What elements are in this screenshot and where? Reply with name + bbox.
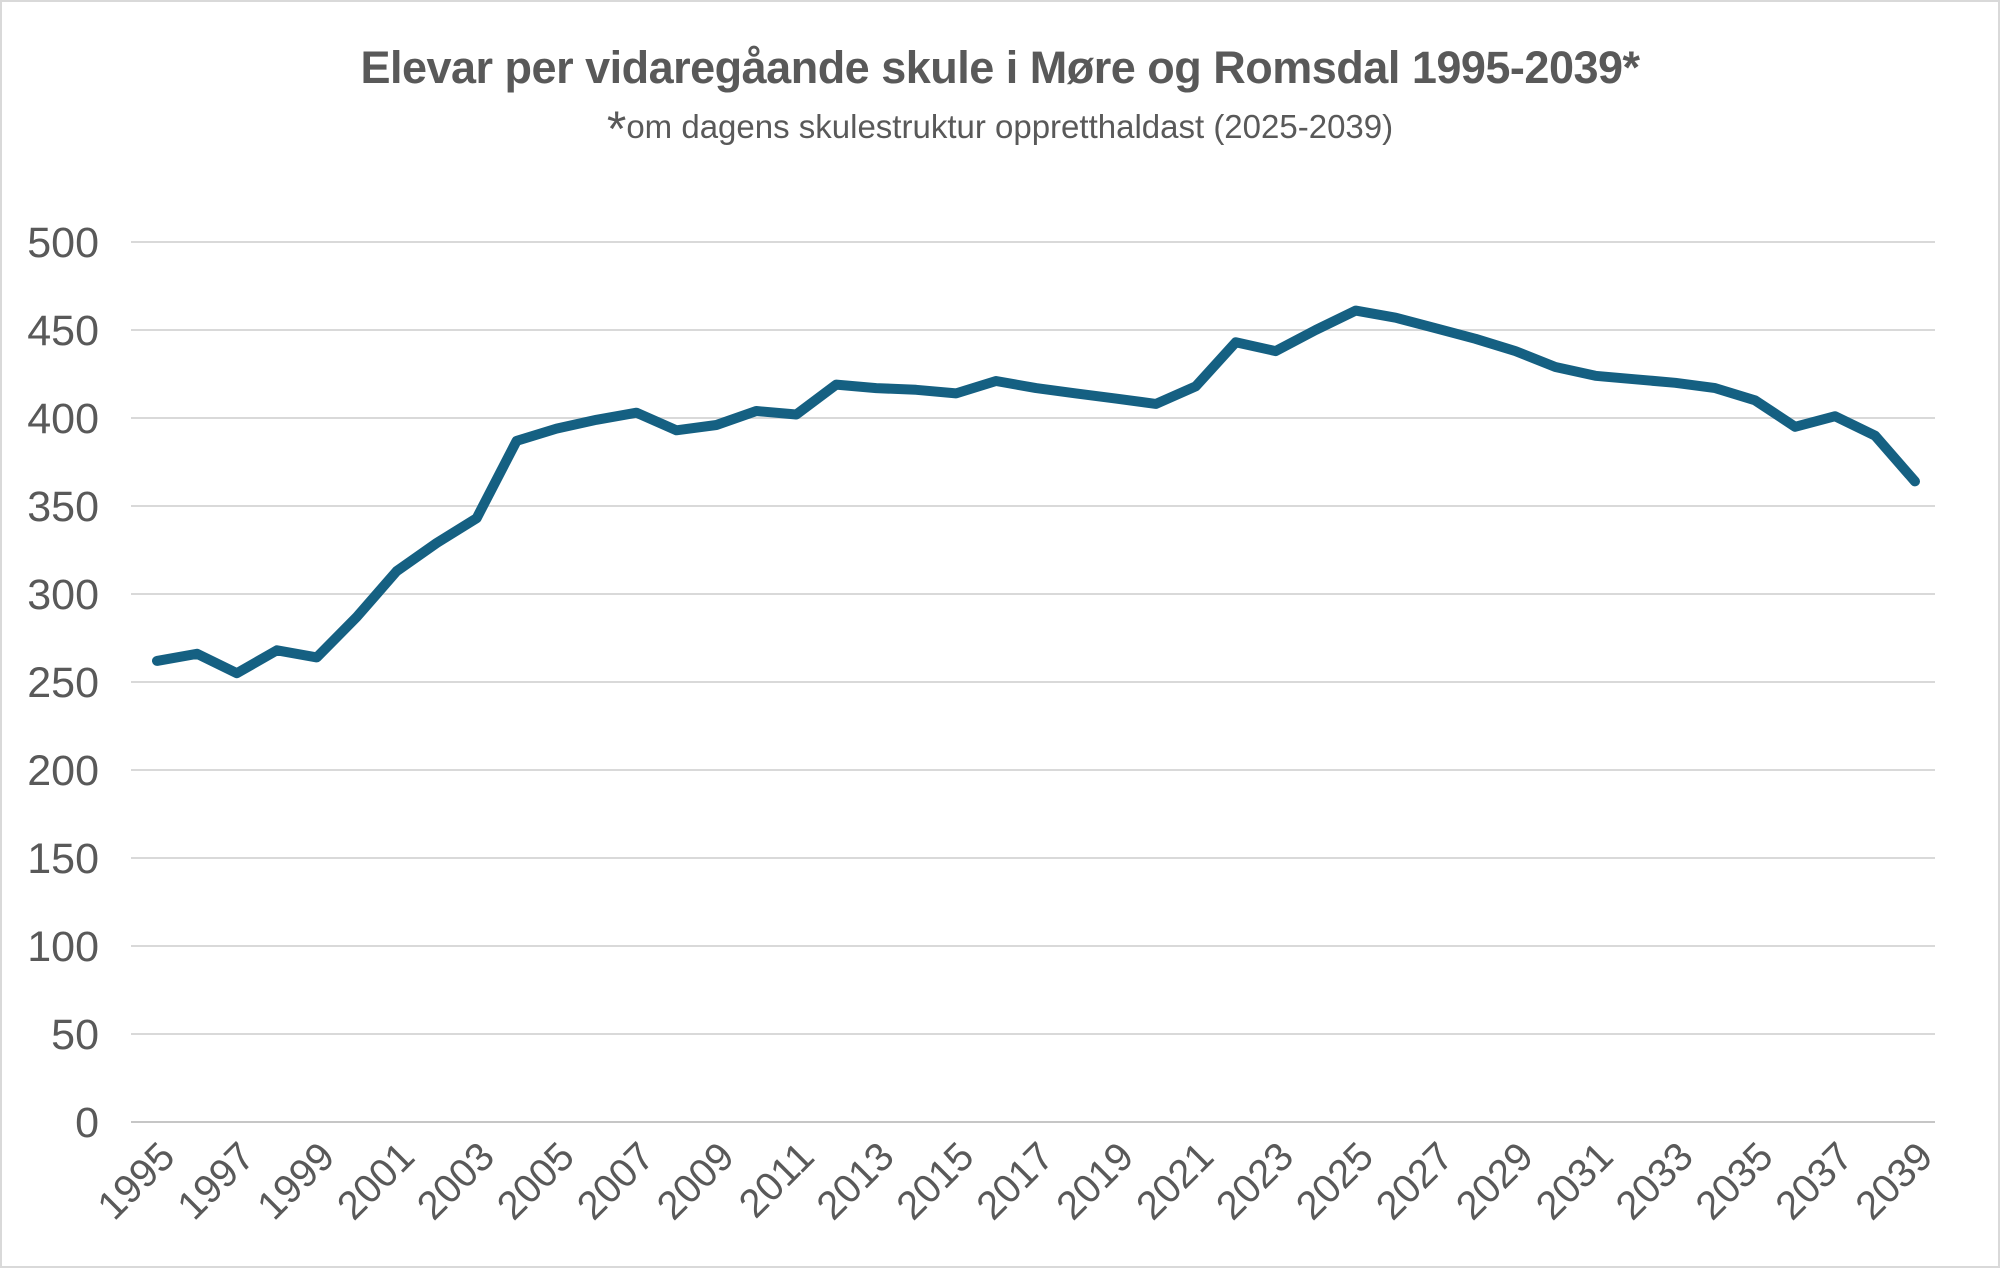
y-tick-label: 350 bbox=[27, 483, 99, 531]
y-tick-label: 50 bbox=[51, 1011, 99, 1059]
gridlines bbox=[131, 241, 1935, 1123]
x-tick-label: 2009 bbox=[649, 1134, 743, 1228]
subtitle-asterisk: * bbox=[606, 101, 627, 157]
x-tick-label: 2007 bbox=[569, 1134, 663, 1228]
y-tick-label: 250 bbox=[27, 659, 99, 707]
x-tick-label: 2023 bbox=[1208, 1134, 1302, 1228]
x-tick-label: 1999 bbox=[249, 1134, 343, 1228]
x-tick-label: 2003 bbox=[409, 1134, 503, 1228]
x-tick-label: 2021 bbox=[1128, 1134, 1222, 1228]
y-tick-label: 500 bbox=[27, 219, 99, 267]
y-tick-label: 150 bbox=[27, 835, 99, 883]
y-tick-label: 200 bbox=[27, 747, 99, 795]
x-tick-label: 2029 bbox=[1448, 1134, 1542, 1228]
x-tick-label: 2027 bbox=[1368, 1134, 1462, 1228]
subtitle-text: om dagens skulestruktur oppretthaldast (… bbox=[626, 108, 1394, 145]
y-tick-label: 100 bbox=[27, 923, 99, 971]
series-group bbox=[152, 305, 1920, 679]
x-tick-label: 2005 bbox=[489, 1134, 583, 1228]
y-tick-label: 450 bbox=[27, 307, 99, 355]
x-tick-label: 2013 bbox=[809, 1134, 903, 1228]
x-tick-label: 1997 bbox=[169, 1134, 263, 1228]
x-tick-label: 2035 bbox=[1688, 1134, 1782, 1228]
y-tick-label: 300 bbox=[27, 571, 99, 619]
x-tick-label: 2037 bbox=[1767, 1134, 1861, 1228]
x-tick-label: 2033 bbox=[1608, 1134, 1702, 1228]
x-tick-label: 2039 bbox=[1847, 1134, 1941, 1228]
series-line-elevar-per-skule bbox=[152, 305, 1920, 679]
chart-title: Elevar per vidaregåande skule i Møre og … bbox=[360, 42, 1640, 93]
chart-subtitle: *om dagens skulestruktur oppretthaldast … bbox=[2, 104, 1998, 158]
x-tick-label: 2015 bbox=[888, 1134, 982, 1228]
y-axis-labels: 0 50 100 150 200 250 300 350 400 450 500 bbox=[27, 219, 99, 1147]
x-tick-label: 2001 bbox=[329, 1134, 423, 1228]
x-tick-label: 2017 bbox=[968, 1134, 1062, 1228]
y-tick-label: 400 bbox=[27, 395, 99, 443]
x-tick-label: 2025 bbox=[1288, 1134, 1382, 1228]
x-tick-label: 2019 bbox=[1048, 1134, 1142, 1228]
x-tick-label: 1995 bbox=[89, 1134, 183, 1228]
x-axis-labels: 1995199719992001200320052007200920112013… bbox=[89, 1134, 1941, 1228]
x-tick-label: 2011 bbox=[731, 1134, 823, 1226]
x-tick-label: 2031 bbox=[1528, 1134, 1622, 1228]
y-tick-label: 0 bbox=[75, 1099, 99, 1147]
